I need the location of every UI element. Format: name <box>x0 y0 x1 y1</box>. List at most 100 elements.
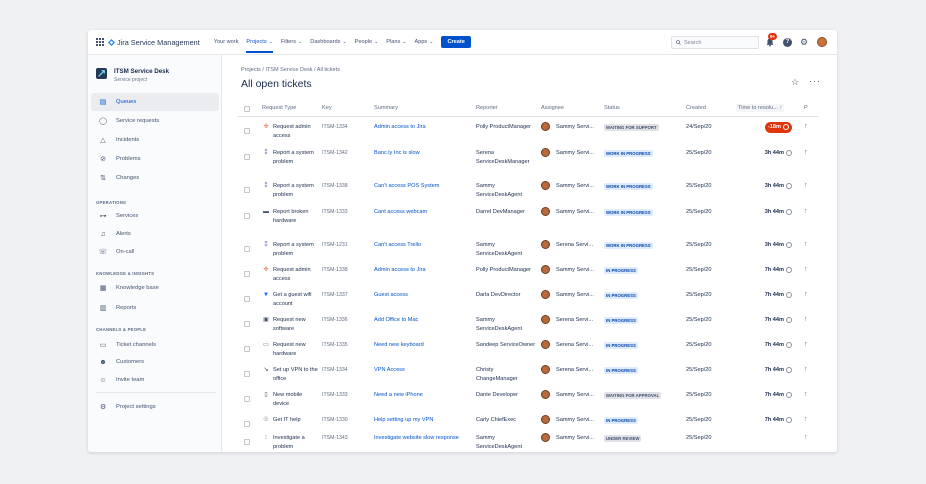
more-options-icon[interactable]: ··· <box>809 76 821 86</box>
assignee-cell[interactable]: Sammy Servi... <box>541 207 594 216</box>
assignee-cell[interactable]: Sammy Servi... <box>541 415 594 424</box>
assignee-cell[interactable]: Sammy Servi... <box>541 122 594 131</box>
ticket-key[interactable]: ITSM-1231 <box>322 242 348 248</box>
settings-gear-icon[interactable]: ⚙ <box>800 37 809 47</box>
table-row[interactable]: ▯ New mobile device ITSM-1333 Need a new iP… <box>238 390 818 415</box>
nav-filters[interactable]: Filters ⌄ <box>280 39 303 45</box>
ticket-key[interactable]: ITSM-1343 <box>322 435 348 441</box>
create-button[interactable]: Create <box>441 36 471 48</box>
header-request-type[interactable]: Request Type <box>262 105 297 111</box>
ticket-key[interactable]: ITSM-1337 <box>322 292 348 298</box>
table-row[interactable]: ☉ Get IT help ITSM-1330 Help setting up my … <box>238 415 818 440</box>
sidebar-item-changes[interactable]: ⇅ Changes <box>91 169 219 187</box>
row-checkbox[interactable] <box>244 154 250 160</box>
sidebar-item-services[interactable]: ⊶ Services <box>91 207 219 225</box>
table-row[interactable]: ▼ Get a guest wifi account ITSM-1337 Guest … <box>238 290 818 315</box>
header-summary[interactable]: Summary <box>374 105 398 111</box>
header-status[interactable]: Status <box>604 105 620 111</box>
row-checkbox[interactable] <box>244 187 250 193</box>
ticket-summary-link[interactable]: Banc.ly Inc is slow <box>374 150 420 156</box>
ticket-key[interactable]: ITSM-1334 <box>322 124 348 130</box>
ticket-summary-link[interactable]: VPN Access <box>374 367 405 373</box>
sidebar-item-service-requests[interactable]: ◯ Service requests <box>91 112 219 130</box>
assignee-cell[interactable]: Serena Servi... <box>541 315 593 324</box>
ticket-key[interactable]: ITSM-1342 <box>322 150 348 156</box>
table-row[interactable]: ⁑ Report a system problem ITSM-1338 Can't a… <box>238 181 818 206</box>
ticket-key[interactable]: ITSM-1333 <box>322 209 348 215</box>
assignee-cell[interactable]: Serena Servi... <box>541 340 593 349</box>
ticket-summary-link[interactable]: Add Office to Mac <box>374 317 419 323</box>
nav-dashboards[interactable]: Dashboards ⌄ <box>310 39 347 45</box>
assignee-cell[interactable]: Sammy Servi... <box>541 148 594 157</box>
assignee-cell[interactable]: Sammy Servi... <box>541 290 594 299</box>
assignee-cell[interactable]: Serena Servi... <box>541 240 593 249</box>
status-badge[interactable]: WORK IN PROGRESS <box>604 150 653 157</box>
sidebar-item-project-settings[interactable]: ⚙ Project settings <box>91 398 219 416</box>
sidebar-item-invite-team[interactable]: ☺ Invite team <box>91 371 219 389</box>
ticket-key[interactable]: ITSM-1333 <box>322 392 348 398</box>
nav-your-work[interactable]: Your work <box>213 39 239 45</box>
ticket-summary-link[interactable]: Need new keyboard <box>374 342 424 348</box>
table-row[interactable]: ✢ Request admin access ITSM-1334 Admin acce… <box>238 122 818 147</box>
header-reporter[interactable]: Reporter <box>476 105 498 111</box>
ticket-summary-link[interactable]: Cant access webcam <box>374 209 428 215</box>
ticket-key[interactable]: ITSM-1330 <box>322 417 348 423</box>
ticket-summary-link[interactable]: Help setting up my VPN <box>374 417 434 423</box>
notifications-bell-icon[interactable] <box>766 38 774 47</box>
row-checkbox[interactable] <box>244 421 250 427</box>
status-badge[interactable]: WORK IN PROGRESS <box>604 183 653 190</box>
sidebar-item-alerts[interactable]: ♫ Alerts <box>91 225 219 243</box>
ticket-summary-link[interactable]: Admin access to Jira <box>374 267 426 273</box>
project-header[interactable]: ITSM Service Desk Service project <box>96 68 169 83</box>
app-switcher-icon[interactable] <box>96 38 104 46</box>
row-checkbox[interactable] <box>244 321 250 327</box>
breadcrumb[interactable]: Projects / ITSM Service Desk / All ticke… <box>241 67 341 73</box>
sidebar-item-knowledge-base[interactable]: ▦ Knowledge base <box>91 279 219 297</box>
table-row[interactable]: ⁑ Report a system problem ITSM-1342 Banc.ly… <box>238 148 818 173</box>
nav-apps[interactable]: Apps ⌄ <box>414 39 434 45</box>
row-checkbox[interactable] <box>244 128 250 134</box>
row-checkbox[interactable] <box>244 271 250 277</box>
table-row[interactable]: ▭ Request new hardware ITSM-1335 Need new k… <box>238 340 818 365</box>
row-checkbox[interactable] <box>244 439 250 445</box>
status-badge[interactable]: IN PROGRESS <box>604 267 638 274</box>
ticket-summary-link[interactable]: Guest access <box>374 292 408 298</box>
status-badge[interactable]: IN PROGRESS <box>604 342 638 349</box>
status-badge[interactable]: WORK IN PROGRESS <box>604 242 653 249</box>
table-row[interactable]: ▣ Request new software ITSM-1336 Add Office… <box>238 315 818 340</box>
nav-plans[interactable]: Plans ⌄ <box>386 39 407 45</box>
sidebar-item-ticket-channels[interactable]: ▭ Ticket channels <box>91 336 219 354</box>
status-badge[interactable]: IN PROGRESS <box>604 367 638 374</box>
status-badge[interactable]: WAITING FOR APPROVAL <box>604 392 662 399</box>
ticket-key[interactable]: ITSM-1338 <box>322 183 348 189</box>
sidebar-item-incidents[interactable]: △ Incidents <box>91 131 219 149</box>
row-checkbox[interactable] <box>244 246 250 252</box>
assignee-cell[interactable]: Sammy Servi... <box>541 433 594 442</box>
table-row[interactable]: ↘ Set up VPN to the office ITSM-1334 VPN Ac… <box>238 365 818 390</box>
ticket-key[interactable]: ITSM-1334 <box>322 367 348 373</box>
search-input[interactable]: Search <box>671 36 759 49</box>
product-logo[interactable]: Jira Service Management <box>108 38 200 47</box>
row-checkbox[interactable] <box>244 213 250 219</box>
status-badge[interactable]: IN PROGRESS <box>604 292 638 299</box>
table-row[interactable]: ✢ Request admin access ITSM-1338 Admin acce… <box>238 265 818 290</box>
header-assignee[interactable]: Assignee <box>541 105 565 111</box>
assignee-cell[interactable]: Sammy Servi... <box>541 265 594 274</box>
row-checkbox[interactable] <box>244 296 250 302</box>
row-checkbox[interactable] <box>244 371 250 377</box>
user-avatar[interactable] <box>817 37 827 47</box>
row-checkbox[interactable] <box>244 396 250 402</box>
ticket-summary-link[interactable]: Can't access POS System <box>374 183 440 189</box>
sidebar-item-reports[interactable]: ▥ Reports <box>91 299 219 317</box>
table-row[interactable]: ▬ Report broken hardware ITSM-1333 Cant acc… <box>238 207 818 232</box>
ticket-key[interactable]: ITSM-1336 <box>322 317 348 323</box>
assignee-cell[interactable]: Serena Servi... <box>541 365 593 374</box>
sidebar-item-on-call[interactable]: ☏ On-call <box>91 243 219 261</box>
ticket-summary-link[interactable]: Can't access Trello <box>374 242 422 248</box>
star-icon[interactable]: ☆ <box>791 77 800 87</box>
table-row[interactable]: ⁝ Investigate a problem ITSM-1343 Investiga… <box>238 433 818 452</box>
status-badge[interactable]: WORK IN PROGRESS <box>604 209 653 216</box>
status-badge[interactable]: IN PROGRESS <box>604 317 638 324</box>
ticket-key[interactable]: ITSM-1338 <box>322 267 348 273</box>
header-key[interactable]: Key <box>322 105 332 111</box>
